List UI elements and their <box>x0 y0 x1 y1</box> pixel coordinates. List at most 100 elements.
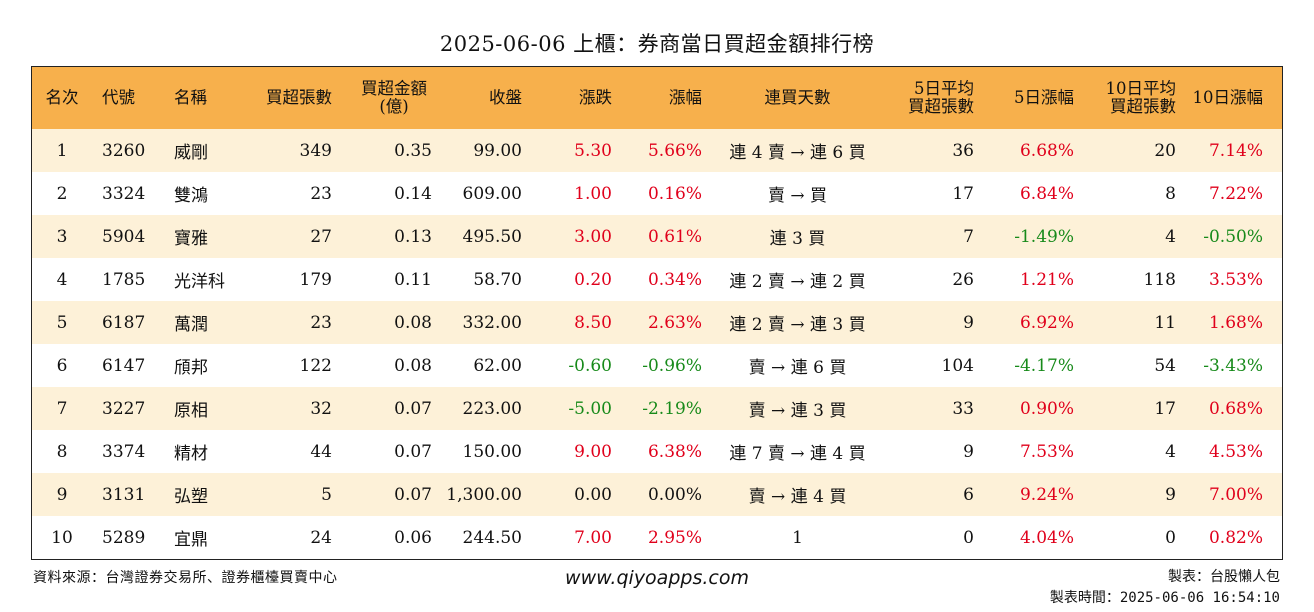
col-header-days: 連買天數 <box>764 88 831 107</box>
col-header-avg10-line1: 10日平均 <box>1105 79 1177 98</box>
col-header-amount-line2: (億) <box>379 97 409 116</box>
cell-avg5: 9 <box>963 441 974 462</box>
cell-pct10: 4.53% <box>1208 441 1263 462</box>
cell-change-pct: 2.63% <box>647 312 702 333</box>
cell-close: 99.00 <box>473 140 522 161</box>
col-header-change: 漲跌 <box>579 88 612 107</box>
cell-amount: 0.07 <box>394 398 432 419</box>
col-header-avg5-line2: 買超張數 <box>908 97 974 116</box>
cell-close: 62.00 <box>473 355 522 376</box>
cell-change-pct: -2.19% <box>642 398 702 419</box>
cell-avg10: 17 <box>1154 398 1176 419</box>
cell-pct10: 3.53% <box>1208 269 1263 290</box>
cell-rank: 7 <box>56 398 68 419</box>
cell-pct10: 0.68% <box>1208 398 1263 419</box>
cell-change-pct: 0.61% <box>647 226 702 247</box>
cell-close: 495.50 <box>462 226 522 247</box>
cell-pct10: -0.50% <box>1203 226 1263 247</box>
col-header-avg5: 5日平均 買超張數 <box>891 80 976 116</box>
cell-pct10: 7.22% <box>1208 183 1263 204</box>
cell-code: 3227 <box>102 398 146 419</box>
cell-lots: 122 <box>299 355 332 376</box>
cell-name: 威剛 <box>174 143 208 163</box>
cell-lots: 27 <box>310 226 332 247</box>
cell-amount: 0.13 <box>394 226 432 247</box>
cell-name: 弘塑 <box>174 487 208 507</box>
cell-days: 1 <box>792 527 803 548</box>
cell-days: 賣 → 買 <box>767 186 828 206</box>
cell-change-pct: 0.16% <box>647 183 702 204</box>
table-row: 2 3324 雙鴻 23 0.14 609.00 1.00 0.16% 賣 → 買 17 6.84%… <box>32 172 1282 215</box>
cell-days: 賣 → 連 6 買 <box>748 358 847 378</box>
table-row: 10 5289 宜鼎 24 0.06 244.50 7.00 2.95% 1 0 4.04% 0 0.8… <box>32 516 1282 559</box>
cell-pct5: 7.53% <box>1019 441 1074 462</box>
col-header-rank: 名次 <box>45 88 79 107</box>
col-header-amount: 買超金額 (億) <box>334 80 434 116</box>
cell-name: 宜鼎 <box>174 530 208 550</box>
cell-change: 7.00 <box>574 527 612 548</box>
cell-lots: 179 <box>299 269 332 290</box>
cell-lots: 24 <box>310 527 332 548</box>
cell-change-pct: 2.95% <box>647 527 702 548</box>
cell-amount: 0.08 <box>394 312 432 333</box>
cell-change-pct: 0.00% <box>647 484 702 505</box>
cell-lots: 5 <box>321 484 332 505</box>
cell-rank: 9 <box>56 484 68 505</box>
cell-pct10: -3.43% <box>1203 355 1263 376</box>
cell-pct5: 6.84% <box>1019 183 1074 204</box>
cell-change: 8.50 <box>574 312 612 333</box>
cell-avg10: 118 <box>1143 269 1176 290</box>
col-header-code: 代號 <box>102 88 135 107</box>
cell-avg10: 4 <box>1165 441 1176 462</box>
cell-avg5: 7 <box>963 226 974 247</box>
cell-amount: 0.08 <box>394 355 432 376</box>
cell-amount: 0.06 <box>394 527 432 548</box>
cell-rank: 3 <box>56 226 68 247</box>
cell-rank: 5 <box>56 312 68 333</box>
cell-avg5: 33 <box>952 398 974 419</box>
cell-rank: 2 <box>56 183 68 204</box>
cell-amount: 0.11 <box>394 269 432 290</box>
cell-change-pct: 0.34% <box>647 269 702 290</box>
cell-avg5: 17 <box>952 183 974 204</box>
cell-avg5: 104 <box>941 355 974 376</box>
cell-days: 連 7 賣 → 連 4 買 <box>729 444 866 464</box>
cell-code: 6187 <box>102 312 146 333</box>
cell-avg5: 6 <box>963 484 974 505</box>
col-header-pct5: 5日漲幅 <box>1014 88 1074 107</box>
cell-avg5: 9 <box>963 312 974 333</box>
cell-pct5: 0.90% <box>1019 398 1074 419</box>
data-source-note: 資料來源：台灣證券交易所、證券櫃檯買賣中心 <box>33 570 338 586</box>
cell-code: 3324 <box>102 183 146 204</box>
table-row: 1 3260 威剛 349 0.35 99.00 5.30 5.66% 連 4 賣 → 連 6 … <box>32 129 1282 172</box>
cell-close: 223.00 <box>462 398 522 419</box>
cell-change: 9.00 <box>574 441 612 462</box>
cell-change: 1.00 <box>574 183 612 204</box>
table-row: 6 6147 頎邦 122 0.08 62.00 -0.60 -0.96% 賣 → 連 6 買 1… <box>32 344 1282 387</box>
cell-pct10: 0.82% <box>1208 527 1263 548</box>
cell-name: 頎邦 <box>174 358 208 378</box>
cell-pct5: 4.04% <box>1019 527 1074 548</box>
cell-code: 3374 <box>102 441 146 462</box>
cell-code: 5904 <box>102 226 146 247</box>
cell-close: 1,300.00 <box>446 484 522 505</box>
cell-lots: 23 <box>310 183 332 204</box>
maker-label: 製表：台股懶人包 <box>1168 569 1280 585</box>
website-link[interactable]: www.qiyoapps.com <box>565 567 749 589</box>
cell-avg10: 9 <box>1165 484 1176 505</box>
cell-days: 賣 → 連 3 買 <box>748 401 847 421</box>
cell-code: 6147 <box>102 355 146 376</box>
col-header-name: 名稱 <box>174 88 207 107</box>
cell-code: 5289 <box>102 527 146 548</box>
cell-avg5: 36 <box>952 140 974 161</box>
col-header-close: 收盤 <box>489 88 522 107</box>
col-header-avg10-line2: 買超張數 <box>1110 97 1176 116</box>
cell-pct5: -1.49% <box>1014 226 1074 247</box>
cell-amount: 0.07 <box>394 441 432 462</box>
cell-name: 寶雅 <box>174 229 208 249</box>
cell-rank: 10 <box>51 527 73 548</box>
cell-avg10: 54 <box>1154 355 1176 376</box>
cell-change: -5.00 <box>568 398 612 419</box>
cell-pct10: 1.68% <box>1208 312 1263 333</box>
cell-change: 5.30 <box>574 140 612 161</box>
